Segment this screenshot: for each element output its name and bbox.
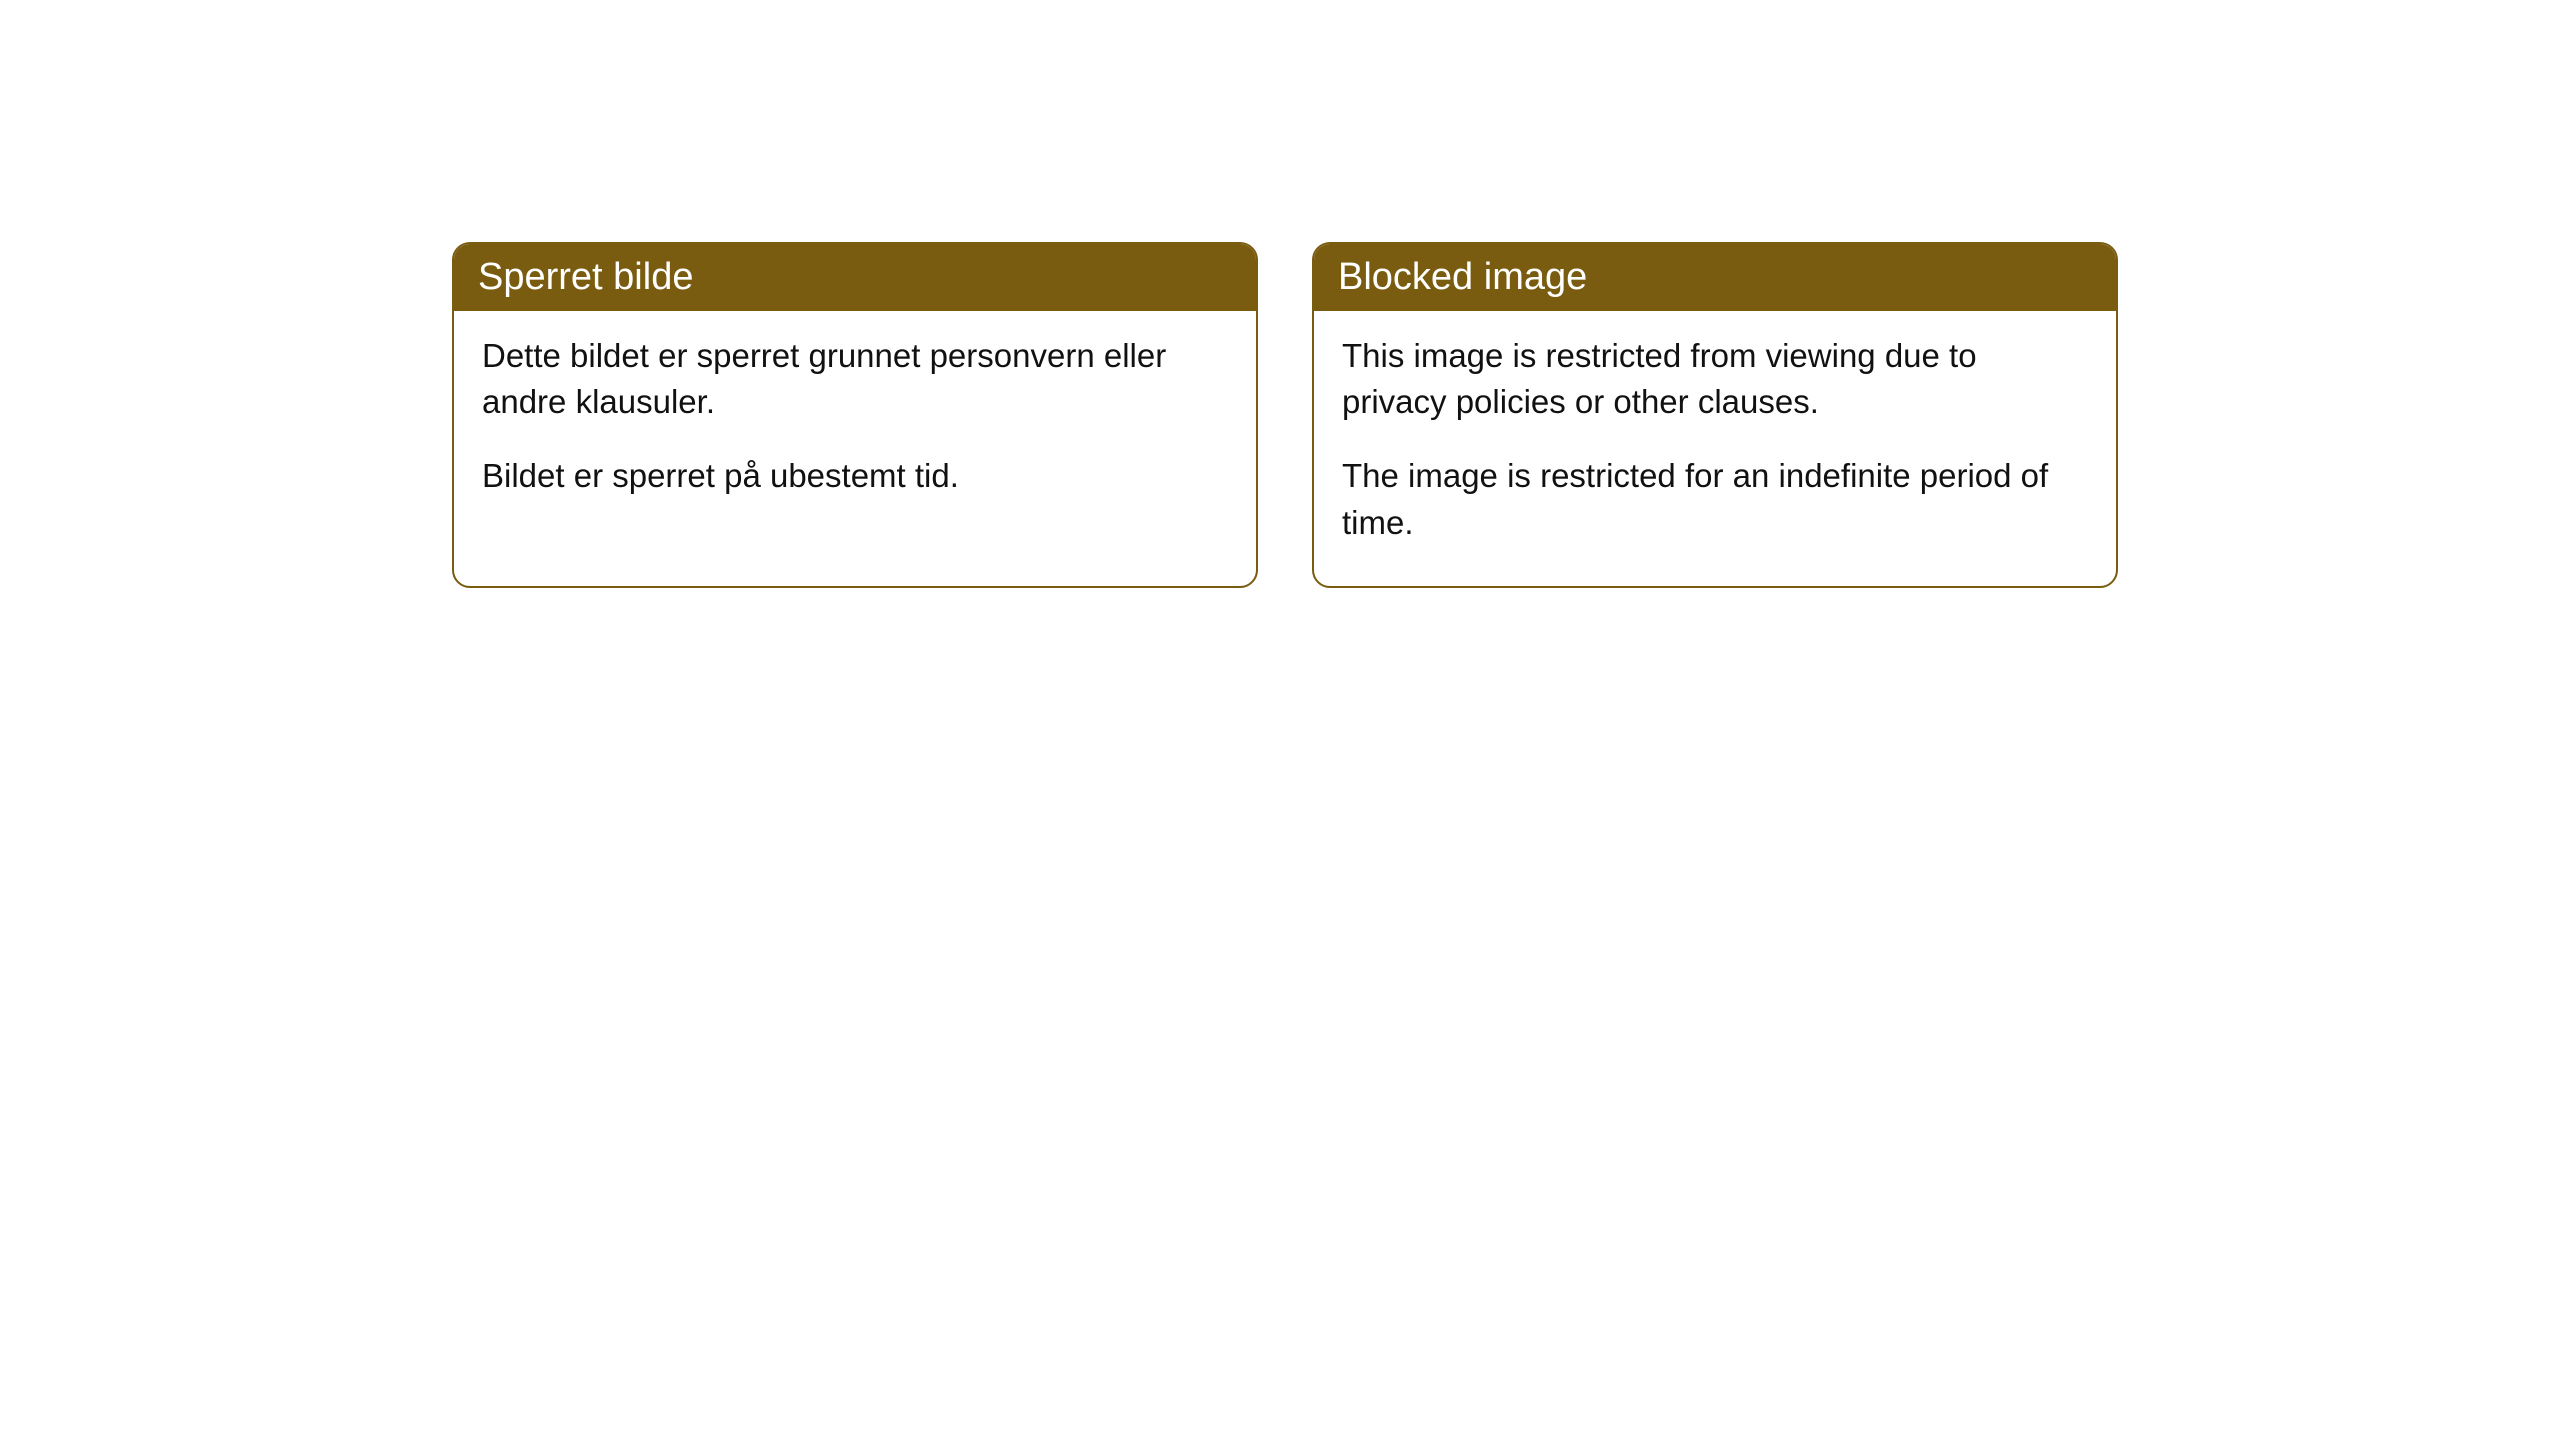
card-paragraph: The image is restricted for an indefinit… [1342, 453, 2088, 545]
card-paragraph: This image is restricted from viewing du… [1342, 333, 2088, 425]
card-body: This image is restricted from viewing du… [1314, 311, 2116, 586]
card-body: Dette bildet er sperret grunnet personve… [454, 311, 1256, 540]
card-title: Sperret bilde [454, 244, 1256, 311]
cards-container: Sperret bilde Dette bildet er sperret gr… [0, 0, 2560, 588]
card-paragraph: Dette bildet er sperret grunnet personve… [482, 333, 1228, 425]
blocked-image-card-norwegian: Sperret bilde Dette bildet er sperret gr… [452, 242, 1258, 588]
blocked-image-card-english: Blocked image This image is restricted f… [1312, 242, 2118, 588]
card-title: Blocked image [1314, 244, 2116, 311]
card-paragraph: Bildet er sperret på ubestemt tid. [482, 453, 1228, 499]
